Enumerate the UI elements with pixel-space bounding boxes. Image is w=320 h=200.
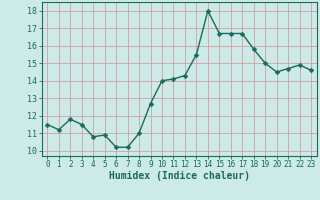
X-axis label: Humidex (Indice chaleur): Humidex (Indice chaleur) (109, 171, 250, 181)
